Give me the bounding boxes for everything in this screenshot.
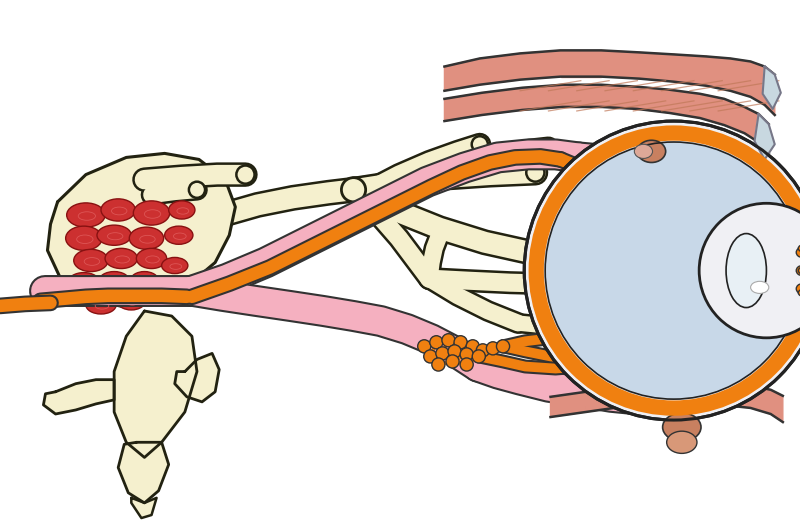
Polygon shape — [550, 392, 586, 417]
Circle shape — [454, 336, 467, 349]
Polygon shape — [762, 67, 781, 109]
Ellipse shape — [101, 199, 135, 221]
Ellipse shape — [796, 247, 800, 258]
Circle shape — [460, 358, 474, 371]
Circle shape — [638, 244, 654, 260]
Polygon shape — [730, 59, 750, 97]
Circle shape — [432, 358, 445, 371]
Ellipse shape — [117, 292, 146, 310]
Ellipse shape — [130, 271, 158, 290]
Ellipse shape — [162, 258, 188, 274]
Circle shape — [582, 271, 596, 286]
Polygon shape — [754, 114, 774, 159]
Ellipse shape — [86, 296, 116, 314]
Polygon shape — [482, 88, 522, 115]
Circle shape — [424, 350, 437, 363]
Polygon shape — [114, 311, 197, 457]
Circle shape — [589, 324, 603, 338]
Polygon shape — [750, 61, 765, 105]
Polygon shape — [520, 50, 561, 80]
Polygon shape — [745, 107, 758, 142]
Ellipse shape — [130, 227, 164, 249]
Circle shape — [486, 342, 499, 355]
Ellipse shape — [134, 201, 170, 225]
Circle shape — [541, 139, 557, 155]
Ellipse shape — [666, 431, 697, 454]
Polygon shape — [674, 54, 706, 86]
Polygon shape — [562, 84, 601, 107]
Polygon shape — [706, 56, 730, 91]
Circle shape — [436, 347, 449, 360]
Polygon shape — [174, 353, 219, 402]
Circle shape — [497, 340, 510, 353]
Ellipse shape — [136, 248, 166, 269]
Ellipse shape — [638, 140, 666, 163]
Polygon shape — [657, 384, 692, 405]
Circle shape — [545, 142, 800, 399]
Ellipse shape — [726, 233, 766, 308]
Ellipse shape — [798, 289, 800, 297]
Ellipse shape — [66, 226, 102, 250]
Polygon shape — [445, 93, 482, 121]
Polygon shape — [722, 384, 750, 408]
Ellipse shape — [169, 201, 195, 219]
Circle shape — [442, 334, 455, 347]
Ellipse shape — [105, 248, 138, 269]
Ellipse shape — [99, 271, 130, 290]
Polygon shape — [601, 84, 638, 109]
Circle shape — [526, 164, 545, 182]
Ellipse shape — [662, 413, 701, 441]
Ellipse shape — [149, 289, 174, 305]
Polygon shape — [561, 50, 601, 77]
Polygon shape — [724, 99, 745, 133]
Circle shape — [446, 355, 459, 368]
Circle shape — [699, 203, 800, 338]
Polygon shape — [445, 59, 480, 91]
Circle shape — [430, 336, 443, 349]
Circle shape — [189, 182, 205, 198]
Ellipse shape — [66, 203, 105, 227]
Circle shape — [460, 348, 474, 361]
Circle shape — [476, 344, 490, 357]
Polygon shape — [765, 67, 774, 115]
Polygon shape — [692, 384, 722, 405]
Circle shape — [524, 121, 800, 420]
Ellipse shape — [796, 266, 800, 276]
Ellipse shape — [634, 144, 653, 158]
Ellipse shape — [798, 267, 800, 275]
Polygon shape — [750, 386, 770, 414]
Polygon shape — [43, 380, 114, 414]
Ellipse shape — [798, 244, 800, 252]
Polygon shape — [131, 498, 157, 518]
Polygon shape — [47, 154, 235, 307]
Ellipse shape — [165, 226, 193, 244]
Ellipse shape — [68, 272, 100, 293]
Circle shape — [472, 136, 488, 153]
Circle shape — [466, 340, 479, 353]
Polygon shape — [622, 385, 657, 407]
Polygon shape — [758, 114, 769, 154]
Polygon shape — [480, 53, 520, 84]
Ellipse shape — [74, 249, 108, 271]
Polygon shape — [639, 52, 674, 82]
Polygon shape — [118, 442, 169, 503]
Polygon shape — [522, 84, 562, 110]
Ellipse shape — [97, 225, 131, 246]
Circle shape — [472, 350, 486, 363]
Circle shape — [342, 177, 366, 202]
Ellipse shape — [796, 284, 800, 294]
Polygon shape — [638, 87, 670, 113]
Circle shape — [448, 345, 461, 358]
Polygon shape — [670, 90, 700, 118]
Circle shape — [418, 340, 431, 353]
Polygon shape — [586, 386, 622, 412]
Ellipse shape — [750, 281, 769, 294]
Circle shape — [645, 280, 658, 294]
Polygon shape — [601, 50, 639, 79]
Circle shape — [236, 165, 254, 184]
Polygon shape — [770, 390, 783, 422]
Polygon shape — [700, 94, 724, 125]
